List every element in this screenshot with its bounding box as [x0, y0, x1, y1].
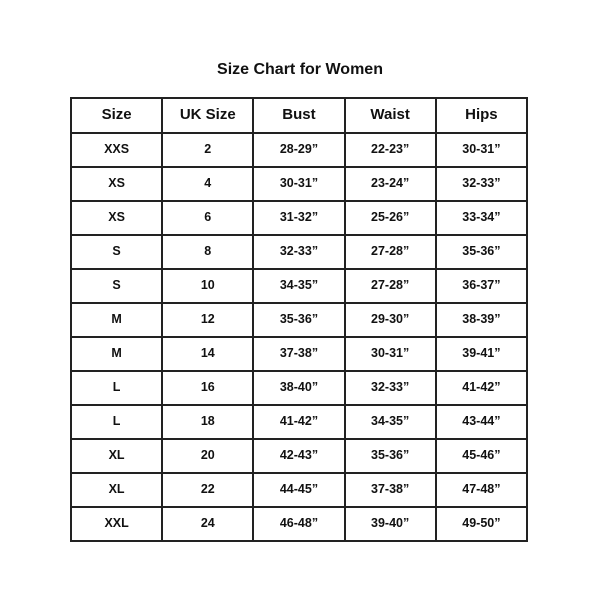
cell-size: XL: [69, 438, 164, 474]
cell-waist: 37-38”: [343, 472, 437, 508]
column-header-hips: Hips: [434, 97, 529, 134]
cell-uk-size: 10: [161, 268, 255, 304]
cell-hips: 32-33”: [434, 166, 529, 202]
cell-size: XXL: [69, 506, 164, 542]
cell-size: L: [69, 404, 164, 440]
cell-waist: 35-36”: [343, 438, 437, 474]
cell-waist: 30-31”: [343, 336, 437, 372]
cell-hips: 30-31”: [434, 132, 529, 168]
header-row: Size UK Size Bust Waist Hips: [69, 97, 529, 134]
column-header-uk-size: UK Size: [161, 97, 255, 134]
cell-waist: 34-35”: [343, 404, 437, 440]
cell-size: S: [69, 268, 164, 304]
cell-uk-size: 14: [161, 336, 255, 372]
cell-size: XS: [69, 166, 164, 202]
table-body: XXS 2 28-29” 22-23” 30-31” XS 4 30-31” 23-24” 32-…: [69, 132, 529, 542]
column-header-waist: Waist: [343, 97, 437, 134]
cell-bust: 38-40”: [252, 370, 346, 406]
cell-hips: 35-36”: [434, 234, 529, 270]
cell-bust: 28-29”: [252, 132, 346, 168]
cell-hips: 41-42”: [434, 370, 529, 406]
table-row: L 16 38-40” 32-33” 41-42”: [69, 370, 529, 406]
cell-waist: 32-33”: [343, 370, 437, 406]
cell-hips: 38-39”: [434, 302, 529, 338]
cell-bust: 46-48”: [252, 506, 346, 542]
cell-hips: 33-34”: [434, 200, 529, 236]
cell-waist: 27-28”: [343, 234, 437, 270]
table-row: L 18 41-42” 34-35” 43-44”: [69, 404, 529, 440]
table-row: XXL 24 46-48” 39-40” 49-50”: [69, 506, 529, 542]
size-chart-table: Size UK Size Bust Waist Hips XXS 2 28-29” 22-23…: [69, 97, 529, 542]
cell-bust: 31-32”: [252, 200, 346, 236]
cell-bust: 34-35”: [252, 268, 346, 304]
cell-uk-size: 20: [161, 438, 255, 474]
cell-waist: 25-26”: [343, 200, 437, 236]
cell-uk-size: 4: [161, 166, 255, 202]
cell-hips: 36-37”: [434, 268, 529, 304]
cell-waist: 22-23”: [343, 132, 437, 168]
cell-uk-size: 12: [161, 302, 255, 338]
cell-bust: 42-43”: [252, 438, 346, 474]
cell-hips: 45-46”: [434, 438, 529, 474]
cell-bust: 37-38”: [252, 336, 346, 372]
table-row: M 12 35-36” 29-30” 38-39”: [69, 302, 529, 338]
cell-size: S: [69, 234, 164, 270]
cell-bust: 32-33”: [252, 234, 346, 270]
table-row: S 8 32-33” 27-28” 35-36”: [69, 234, 529, 270]
table-row: XS 4 30-31” 23-24” 32-33”: [69, 166, 529, 202]
table-row: XL 22 44-45” 37-38” 47-48”: [69, 472, 529, 508]
cell-waist: 23-24”: [343, 166, 437, 202]
table-row: S 10 34-35” 27-28” 36-37”: [69, 268, 529, 304]
cell-uk-size: 22: [161, 472, 255, 508]
cell-uk-size: 18: [161, 404, 255, 440]
cell-size: XS: [69, 200, 164, 236]
table-row: XL 20 42-43” 35-36” 45-46”: [69, 438, 529, 474]
column-header-size: Size: [69, 97, 164, 134]
cell-uk-size: 16: [161, 370, 255, 406]
cell-size: XXS: [69, 132, 164, 168]
cell-waist: 27-28”: [343, 268, 437, 304]
column-header-bust: Bust: [252, 97, 346, 134]
table-row: XXS 2 28-29” 22-23” 30-31”: [69, 132, 529, 168]
cell-hips: 43-44”: [434, 404, 529, 440]
cell-waist: 29-30”: [343, 302, 437, 338]
cell-bust: 41-42”: [252, 404, 346, 440]
cell-bust: 35-36”: [252, 302, 346, 338]
cell-uk-size: 24: [161, 506, 255, 542]
cell-hips: 47-48”: [434, 472, 529, 508]
cell-size: L: [69, 370, 164, 406]
cell-hips: 39-41”: [434, 336, 529, 372]
cell-uk-size: 6: [161, 200, 255, 236]
cell-bust: 44-45”: [252, 472, 346, 508]
table-row: XS 6 31-32” 25-26” 33-34”: [69, 200, 529, 236]
page-title: Size Chart for Women: [217, 61, 383, 78]
table-row: M 14 37-38” 30-31” 39-41”: [69, 336, 529, 372]
cell-bust: 30-31”: [252, 166, 346, 202]
cell-size: XL: [69, 472, 164, 508]
cell-size: M: [69, 336, 164, 372]
cell-uk-size: 2: [161, 132, 255, 168]
cell-waist: 39-40”: [343, 506, 437, 542]
cell-size: M: [69, 302, 164, 338]
cell-hips: 49-50”: [434, 506, 529, 542]
cell-uk-size: 8: [161, 234, 255, 270]
